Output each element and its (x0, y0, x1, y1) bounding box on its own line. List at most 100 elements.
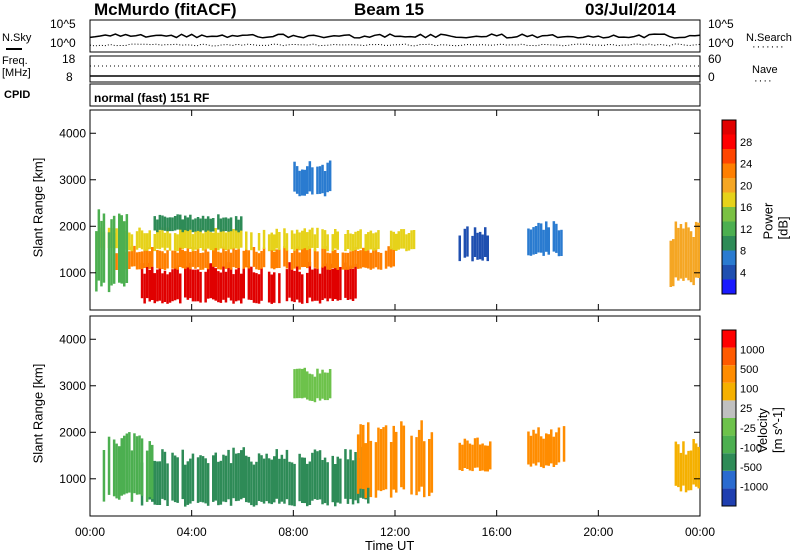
data-cell (672, 239, 675, 287)
data-cell (298, 271, 301, 303)
data-cell (316, 268, 319, 301)
power-colorbar: 28 24 20 16 12 8 4 (721, 119, 752, 295)
data-cell (227, 449, 230, 500)
data-cell (331, 234, 334, 252)
data-cell (478, 444, 482, 471)
data-cell (542, 438, 545, 469)
xtick-label: 20:00 (583, 525, 613, 539)
data-cell (339, 267, 342, 301)
data-cell (130, 246, 134, 267)
data-cell (143, 273, 146, 304)
data-cell (349, 233, 352, 251)
data-cell (557, 230, 561, 257)
nsky-label: N.Sky (2, 32, 32, 44)
data-cell (257, 233, 261, 251)
data-cell (311, 452, 314, 501)
data-cell (313, 248, 317, 268)
data-cell (458, 235, 461, 262)
data-cell (341, 252, 345, 270)
data-cell (194, 218, 197, 232)
data-cell (313, 376, 317, 403)
data-cell (321, 369, 324, 399)
data-cell (262, 247, 266, 268)
data-cell (344, 234, 347, 252)
data-cell (364, 234, 367, 252)
data-cell (674, 221, 678, 278)
data-cell (184, 251, 187, 269)
data-cell (222, 246, 225, 267)
data-cell (237, 249, 240, 268)
data-cell (562, 426, 566, 462)
data-cell (466, 226, 469, 257)
data-cell (234, 228, 238, 249)
data-cell (430, 432, 434, 493)
data-cell (255, 461, 258, 506)
power-colorbar-label: Power [dB] (760, 202, 791, 240)
data-cell (224, 271, 228, 303)
data-cell (328, 253, 332, 270)
colorbar-cell (722, 400, 736, 418)
data-cell (237, 267, 240, 301)
ytick-label: 4000 (59, 332, 86, 346)
data-cell (224, 232, 228, 251)
data-cell (346, 230, 350, 249)
colorbar-cell (722, 418, 736, 436)
data-cell (120, 438, 123, 496)
data-cell (306, 232, 309, 251)
data-cell (145, 262, 149, 299)
data-cell (402, 425, 406, 490)
data-cell (301, 457, 304, 503)
data-cell (311, 374, 314, 401)
data-cell (400, 229, 403, 249)
data-cell (290, 230, 294, 250)
data-cell (181, 219, 184, 233)
nsky-tick-bottom: 10^0 (50, 36, 76, 50)
colorbar-cell (722, 382, 736, 401)
data-cell (237, 219, 240, 233)
data-cell (285, 250, 289, 269)
data-cell (179, 214, 182, 230)
data-cell (392, 246, 395, 267)
ytick-label: 3000 (59, 379, 86, 393)
data-cell (344, 262, 347, 298)
colorbar-tick-label: 500 (740, 364, 758, 376)
data-cell (151, 266, 154, 300)
velocity-axes: 1000 2000 3000 4000 (59, 316, 701, 516)
colorbar-tick-label: 8 (740, 246, 746, 258)
data-cell (303, 169, 306, 196)
data-cell (316, 368, 319, 399)
data-cell (356, 251, 360, 269)
data-cell (206, 229, 210, 249)
data-cell (209, 232, 212, 251)
data-cell (318, 450, 322, 500)
colorbar-cell (722, 365, 736, 383)
nave-legend-dots: ···· (754, 75, 773, 87)
data-cell (115, 443, 118, 499)
data-cell (196, 230, 200, 250)
data-cell (527, 431, 530, 465)
data-cell (222, 266, 225, 300)
data-cell (293, 233, 296, 251)
data-cell (186, 228, 190, 249)
data-cell (242, 250, 245, 269)
data-cell (148, 269, 151, 302)
data-cell (392, 231, 395, 250)
velocity-colorbar-label: Velocity [m s^-1] (755, 407, 785, 453)
data-cell (206, 264, 210, 299)
data-cell (140, 230, 144, 250)
colorbar-tick-label: 100 (740, 384, 758, 396)
data-cell (278, 273, 281, 304)
data-cell (257, 274, 261, 304)
data-cell (349, 251, 352, 269)
cpid-label: CPID (4, 89, 31, 101)
data-cell (199, 455, 202, 502)
data-cell (550, 429, 553, 464)
data-cell (214, 268, 217, 301)
data-cell (156, 219, 159, 233)
data-cell (234, 249, 238, 269)
data-cell (471, 444, 474, 472)
data-cell (247, 250, 251, 269)
data-cell (275, 228, 278, 249)
data-cell (326, 162, 329, 193)
data-cell (232, 447, 235, 499)
